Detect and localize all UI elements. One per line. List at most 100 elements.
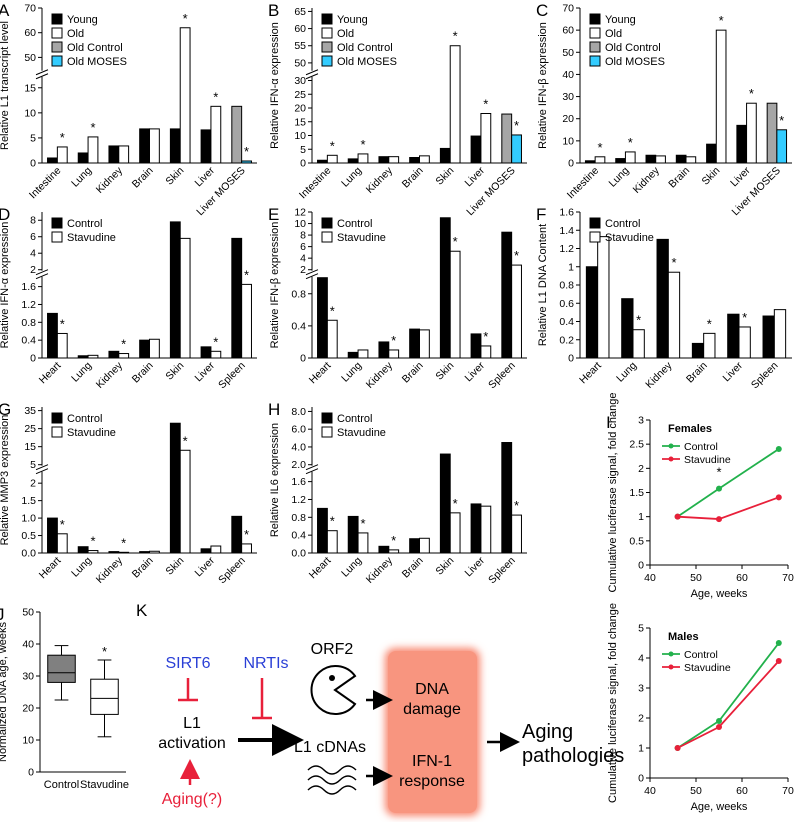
y-tick-label: 20 bbox=[562, 113, 574, 125]
bar bbox=[231, 515, 243, 554]
significance: * bbox=[90, 120, 95, 135]
significance: * bbox=[707, 316, 712, 331]
legend-label: Control bbox=[605, 218, 640, 230]
point bbox=[716, 516, 722, 523]
y-tick-label: 20 bbox=[22, 703, 34, 715]
y-tick-label: 0.6 bbox=[559, 298, 574, 310]
y-tick-label: 5 bbox=[638, 623, 644, 635]
bar bbox=[169, 221, 181, 359]
legend-label: Old bbox=[67, 28, 84, 40]
aging-pathologies: Aging bbox=[522, 721, 573, 743]
sirt6: SIRT6 bbox=[165, 655, 210, 672]
bar bbox=[480, 345, 492, 359]
y-tick-label: 8.0 bbox=[291, 406, 306, 418]
y-tick-label: 0 bbox=[638, 773, 644, 785]
point bbox=[775, 658, 782, 664]
legend-swatch bbox=[321, 231, 333, 243]
panel-letter: C bbox=[536, 1, 548, 20]
bar bbox=[419, 537, 430, 554]
significance: * bbox=[742, 310, 747, 325]
axis-break bbox=[305, 69, 319, 80]
significance: * bbox=[244, 144, 249, 159]
y-tick-label: 2 bbox=[300, 264, 306, 276]
y-tick-label: 1.2 bbox=[291, 494, 306, 506]
bar bbox=[738, 326, 751, 359]
bar bbox=[241, 543, 252, 554]
bar bbox=[149, 550, 160, 554]
bar bbox=[77, 546, 89, 554]
axis-break-gap bbox=[36, 70, 48, 77]
y-axis-label: Relative IFN-α expression bbox=[269, 22, 281, 149]
x-tick-label: Spleen bbox=[486, 555, 518, 587]
bar bbox=[511, 514, 522, 554]
y-tick-label: 1 bbox=[568, 261, 574, 273]
significance: * bbox=[121, 535, 126, 550]
bar bbox=[378, 545, 390, 554]
bar bbox=[47, 517, 58, 554]
bar bbox=[317, 507, 328, 554]
bar bbox=[139, 339, 151, 359]
bar bbox=[357, 532, 369, 554]
panel-letter: A bbox=[0, 1, 10, 20]
significance: * bbox=[183, 433, 188, 448]
x-axis-label: Age, weeks bbox=[691, 588, 748, 600]
legend-label: Control bbox=[67, 218, 102, 230]
legend-label: Control bbox=[684, 649, 718, 661]
bar bbox=[357, 153, 369, 164]
x-tick-label: Intestine bbox=[27, 165, 64, 202]
y-tick-label: 10 bbox=[562, 135, 574, 147]
bar bbox=[87, 136, 99, 164]
y-tick-label: 60 bbox=[24, 27, 36, 39]
bar bbox=[56, 533, 68, 554]
y-tick-label: 50 bbox=[22, 607, 34, 619]
x-tick-label: Skin bbox=[163, 165, 186, 188]
legend-label: Old MOSES bbox=[337, 56, 397, 68]
x-tick-label: Heart bbox=[307, 360, 334, 387]
legend-swatch bbox=[321, 41, 333, 53]
bar bbox=[766, 102, 778, 164]
legend-label: Old Control bbox=[67, 42, 123, 54]
bar bbox=[706, 143, 717, 164]
significance: * bbox=[636, 313, 641, 328]
point bbox=[674, 745, 681, 751]
x-tick-label: Heart bbox=[37, 555, 64, 582]
y-tick-label: 5 bbox=[30, 459, 36, 471]
bar bbox=[179, 449, 191, 554]
x-tick-label: Skin bbox=[433, 165, 456, 188]
bar bbox=[667, 271, 681, 359]
bar bbox=[449, 45, 461, 164]
pacman-eye bbox=[329, 675, 335, 681]
significance: * bbox=[60, 517, 65, 532]
x-tick-label: Brain bbox=[130, 555, 156, 581]
legend-label: Old bbox=[605, 28, 622, 40]
y-tick-label: 8 bbox=[30, 215, 36, 227]
significance: * bbox=[514, 248, 519, 263]
bar bbox=[210, 545, 222, 554]
x-tick-label: Brain bbox=[400, 165, 426, 191]
y-tick-label: 0 bbox=[568, 353, 574, 365]
x-tick-label: Spleen bbox=[486, 360, 518, 392]
y-tick-label: 0.4 bbox=[291, 530, 306, 542]
x-tick-label: Kidney bbox=[364, 554, 396, 586]
x-tick-label: Lung bbox=[69, 165, 94, 190]
y-tick-label: 0 bbox=[30, 353, 36, 365]
bar bbox=[139, 128, 151, 164]
y-tick-label: 2.5 bbox=[629, 439, 644, 451]
bar bbox=[685, 156, 697, 164]
significance: * bbox=[183, 11, 188, 26]
x-tick-label: Kidney bbox=[364, 164, 396, 196]
x-tick-label: Skin bbox=[699, 165, 722, 188]
bar bbox=[511, 134, 522, 164]
bar bbox=[326, 319, 338, 359]
bar bbox=[656, 238, 669, 359]
y-tick-label: 0.8 bbox=[21, 317, 36, 329]
y-tick-label: 25 bbox=[24, 423, 36, 435]
y-axis-label: Relative IL6 expression bbox=[269, 423, 281, 537]
bar bbox=[624, 151, 636, 164]
bar bbox=[597, 236, 610, 359]
legend-swatch bbox=[51, 41, 63, 53]
y-tick-label: 0.2 bbox=[559, 334, 574, 346]
bar bbox=[746, 102, 757, 164]
y-tick-label: 35 bbox=[24, 405, 36, 417]
y-tick-label: 0.8 bbox=[291, 512, 306, 524]
